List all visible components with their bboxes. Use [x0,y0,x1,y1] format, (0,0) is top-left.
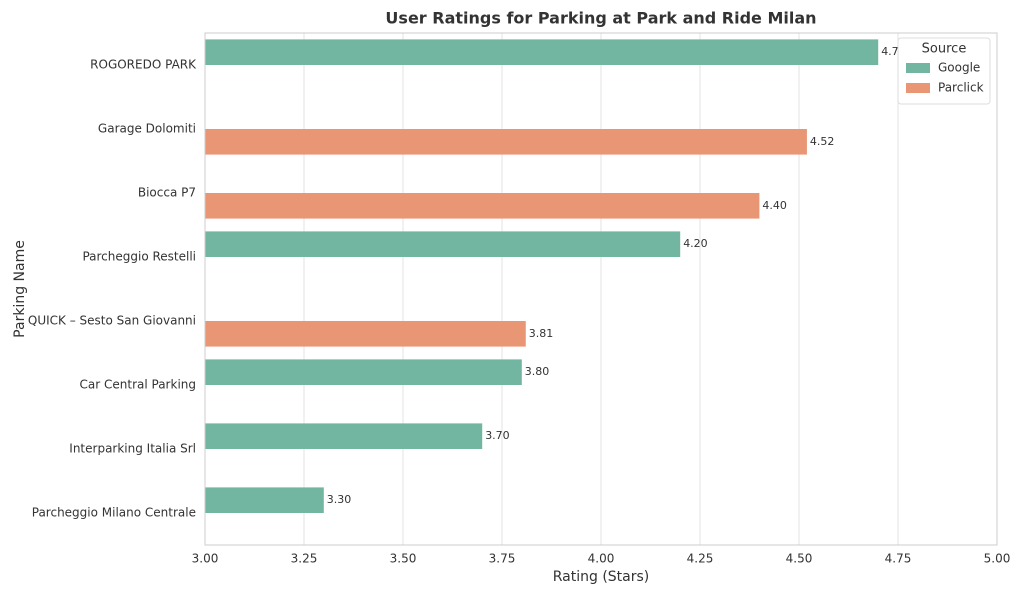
value-label: 4.20 [683,237,708,250]
y-tick-label: QUICK – Sesto San Giovanni [28,314,196,328]
x-tick-label: 5.00 [984,552,1011,566]
legend-title: Source [922,42,967,57]
value-label: 3.70 [485,429,510,442]
chart-title: User Ratings for Parking at Park and Rid… [385,9,816,28]
bar [205,359,522,385]
legend-label: Google [938,61,980,75]
y-tick-label: Interparking Italia Srl [69,442,196,456]
value-label: 4.40 [762,199,787,212]
x-tick-label: 4.00 [588,552,615,566]
x-tick-label: 3.50 [390,552,417,566]
x-tick-label: 4.75 [885,552,912,566]
value-label: 4.52 [810,135,835,148]
y-tick-label: ROGOREDO PARK [90,58,197,72]
bar [205,231,681,257]
bar [205,129,807,155]
bar [205,487,324,513]
x-tick-label: 4.50 [786,552,813,566]
value-label: 3.81 [529,327,554,340]
x-tick-label: 3.00 [192,552,219,566]
border [204,32,998,546]
x-tick-label: 3.75 [489,552,516,566]
legend-swatch [906,83,930,93]
legend-label: Parclick [938,81,984,95]
bar [205,423,483,449]
bar [205,39,879,65]
x-tick-label: 3.25 [291,552,318,566]
y-axis-label: Parking Name [12,240,28,338]
y-tick-label: Car Central Parking [80,378,196,392]
bar [205,193,760,219]
y-tick-label: Garage Dolomiti [98,122,196,136]
y-tick-label: Biocca P7 [138,186,196,200]
x-axis-label: Rating (Stars) [553,569,650,585]
x-tick-label: 4.25 [687,552,714,566]
value-label: 3.80 [525,365,550,378]
bar [205,321,526,347]
y-tick-label: Parcheggio Milano Centrale [32,506,196,520]
legend-swatch [906,63,930,73]
value-label: 3.30 [327,493,352,506]
y-tick-label: Parcheggio Restelli [82,250,196,264]
